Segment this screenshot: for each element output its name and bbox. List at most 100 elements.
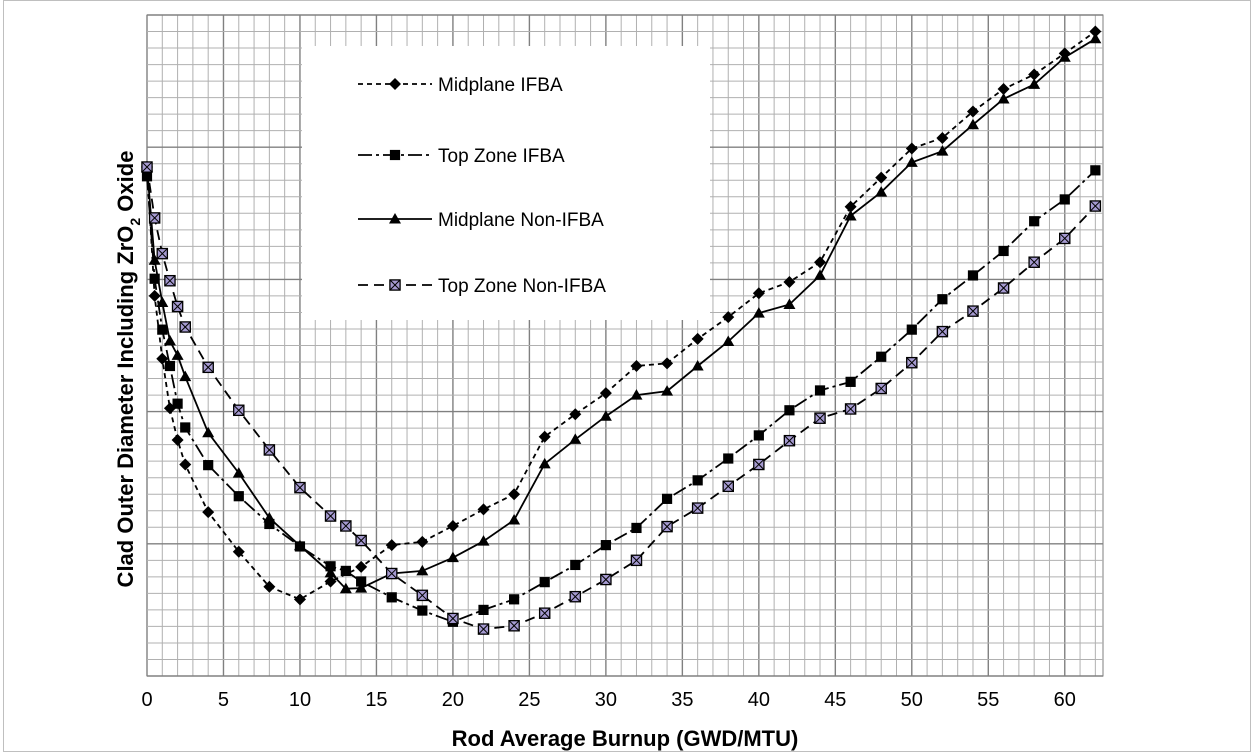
data-point (324, 566, 337, 578)
data-point (997, 282, 1010, 294)
data-point (998, 245, 1009, 257)
data-point (1029, 216, 1040, 227)
legend-label: Top Zone Non-IFBA (438, 276, 606, 297)
x-tick-label: 35 (671, 689, 693, 711)
data-point (508, 488, 521, 501)
data-point (722, 311, 735, 324)
data-point (355, 534, 367, 547)
data-point (844, 209, 857, 221)
data-point (783, 434, 796, 447)
data-point (814, 256, 827, 269)
data-point (324, 510, 337, 522)
data-point (630, 359, 643, 372)
data-point (171, 300, 184, 313)
data-point (508, 514, 521, 525)
x-tick-label: 10 (289, 689, 311, 711)
data-point-cross (783, 435, 795, 447)
data-point (324, 575, 337, 588)
legend-box (302, 46, 710, 320)
data-point (723, 453, 734, 464)
data-point-cross (631, 554, 642, 566)
series-line (146, 30, 1096, 601)
data-point (844, 403, 857, 415)
data-point-cross (149, 212, 161, 224)
data-point-cross (389, 279, 401, 291)
data-point (157, 324, 168, 335)
data-point (997, 92, 1010, 104)
data-point-cross (600, 574, 612, 585)
data-point-cross (875, 383, 887, 394)
data-point (967, 270, 979, 281)
x-tick-label: 40 (748, 689, 770, 711)
data-point (569, 433, 582, 444)
x-tick-label: 30 (595, 689, 617, 711)
data-point (179, 458, 192, 471)
data-point (784, 405, 795, 416)
data-point (906, 324, 917, 335)
data-point-cross (906, 357, 918, 369)
data-point (753, 430, 764, 441)
data-point (509, 594, 520, 605)
data-point-cross (539, 607, 551, 619)
data-point (263, 580, 276, 593)
data-point (876, 351, 887, 362)
data-point (156, 296, 169, 308)
data-point (478, 604, 489, 615)
x-tick-label: 25 (518, 689, 540, 711)
series-3 (141, 161, 1102, 635)
x-tick-label: 0 (141, 689, 152, 711)
data-point (936, 145, 949, 156)
data-point (232, 467, 245, 478)
data-point (966, 105, 979, 118)
data-point (416, 589, 429, 602)
data-point (661, 357, 674, 370)
data-point (966, 118, 979, 130)
data-point-cross (164, 275, 176, 287)
data-point-cross (447, 613, 459, 624)
data-point (339, 582, 352, 594)
y-axis-title-end: Oxide (113, 151, 138, 218)
x-tick-label: 55 (977, 689, 999, 711)
data-point (1089, 200, 1102, 212)
series-layer (141, 25, 1102, 635)
x-tick-label: 60 (1054, 689, 1076, 711)
data-point (477, 503, 490, 516)
data-point (164, 274, 176, 287)
data-point (814, 269, 827, 280)
data-point (389, 213, 401, 224)
data-point (180, 422, 191, 433)
data-point (385, 539, 398, 552)
data-point (263, 444, 276, 456)
data-point-cross (202, 361, 214, 373)
x-axis-ticks: 0 5 10 15 20 25 30 35 40 45 50 55 60 (141, 689, 1075, 711)
data-point (570, 559, 581, 571)
data-point (148, 212, 161, 224)
data-point (906, 356, 918, 369)
series-2 (141, 32, 1102, 594)
x-tick-label: 50 (901, 689, 923, 711)
data-point (1089, 25, 1102, 38)
x-axis-title: Rod Average Burnup (GWD/MTU) (452, 726, 799, 751)
data-point (538, 457, 551, 469)
data-point-cross (263, 444, 275, 456)
data-point (477, 623, 490, 635)
data-point (600, 540, 611, 551)
data-point (141, 161, 153, 173)
data-point-cross (1028, 256, 1040, 268)
data-point (599, 410, 612, 421)
data-point (172, 398, 183, 409)
y-axis-title: Clad Outer Diameter Including ZrO2 Oxide (113, 151, 143, 588)
data-point (905, 142, 918, 155)
data-point-cross (998, 282, 1010, 294)
data-point (599, 387, 612, 400)
data-point (814, 385, 826, 396)
data-point (179, 321, 191, 333)
data-point-cross (340, 520, 352, 532)
data-point (875, 171, 888, 184)
data-point (263, 512, 276, 523)
y-axis-title-main: Clad Outer Diameter Including ZrO (113, 226, 138, 588)
data-point (539, 577, 550, 588)
data-point (752, 287, 765, 300)
data-point (508, 620, 520, 632)
data-point (600, 573, 612, 586)
